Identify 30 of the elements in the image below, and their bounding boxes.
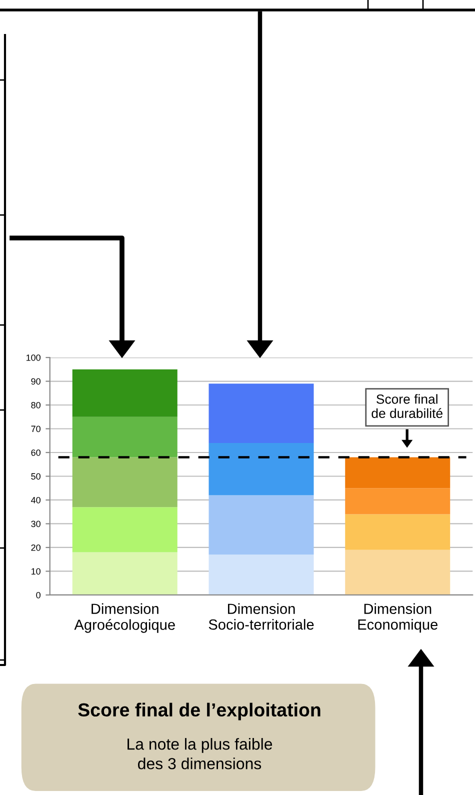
annotation: Score final de durabilité: [372, 394, 442, 418]
x-tick-label: Dimension Socio-territoriale: [208, 603, 314, 630]
bar: [72, 416, 178, 458]
y-tick-label: 40: [31, 496, 40, 504]
y-tick-label: 30: [31, 520, 40, 528]
text: Score final de l’exploitation: [78, 702, 320, 720]
y-tick-label: 80: [31, 402, 40, 408]
y-tick-label: 90: [31, 378, 40, 385]
y-tick-label: 70: [31, 426, 40, 432]
y-tick-label: 0: [36, 592, 40, 598]
x-tick-label: Dimension Economique: [358, 603, 438, 633]
y-tick-label: 20: [31, 544, 40, 551]
y-tick-label: 10: [31, 568, 40, 575]
bar: [72, 369, 178, 417]
bar: [345, 488, 450, 514]
bar: [72, 552, 178, 595]
bar: [345, 514, 450, 550]
bar: [208, 443, 314, 496]
text: La note la plus faible des 3 dimensions: [128, 738, 272, 770]
bar: [208, 384, 314, 443]
y-tick-label: 60: [31, 449, 40, 456]
bar: [345, 550, 450, 595]
bar: [345, 457, 450, 488]
bar: [72, 507, 178, 552]
bar: [208, 495, 314, 555]
x-tick-label: Dimension Agroécologique: [74, 603, 175, 633]
bar: [208, 554, 314, 595]
bar: [72, 457, 178, 508]
y-tick-label: 100: [26, 354, 40, 361]
y-tick-label: 50: [31, 473, 40, 480]
